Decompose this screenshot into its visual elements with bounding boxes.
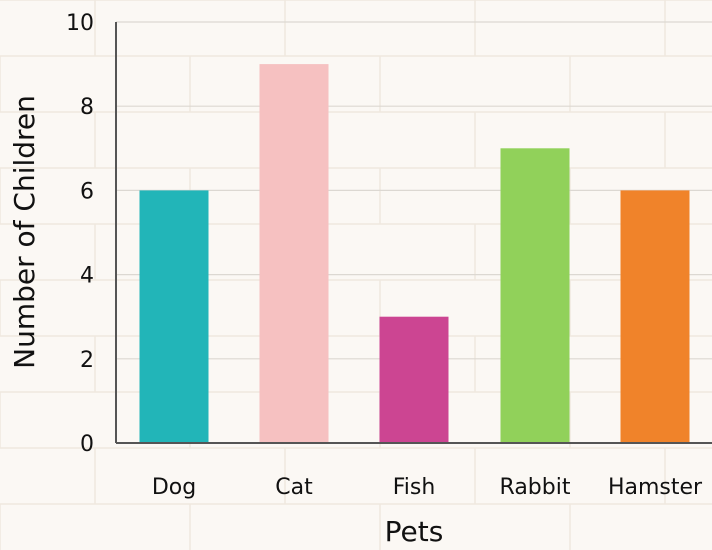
bar-dog — [139, 190, 209, 443]
bar-fish — [379, 316, 449, 443]
axes — [115, 22, 712, 444]
y-tick-label: 0 — [80, 432, 94, 457]
bar-rabbit — [500, 148, 570, 444]
x-tick-label-cat: Cat — [275, 475, 313, 500]
y-tick-labels: 0 2 4 6 8 10 — [66, 11, 94, 457]
y-tick-label: 2 — [80, 348, 94, 373]
x-tick-labels: Dog Cat Fish Rabbit Hamster — [152, 475, 703, 500]
x-tick-label-rabbit: Rabbit — [500, 475, 571, 500]
y-axis-title: Number of Children — [8, 95, 41, 369]
bar-hamster — [620, 190, 690, 443]
x-tick-label-fish: Fish — [393, 475, 436, 500]
x-tick-label-hamster: Hamster — [608, 475, 703, 500]
y-tick-label: 10 — [66, 11, 94, 36]
x-axis-title: Pets — [385, 515, 444, 548]
bars — [139, 64, 690, 444]
x-tick-label-dog: Dog — [152, 475, 196, 500]
y-tick-label: 4 — [80, 264, 94, 289]
y-tick-label: 6 — [80, 179, 94, 204]
y-tick-label: 8 — [80, 95, 94, 120]
bar-cat — [259, 64, 329, 443]
